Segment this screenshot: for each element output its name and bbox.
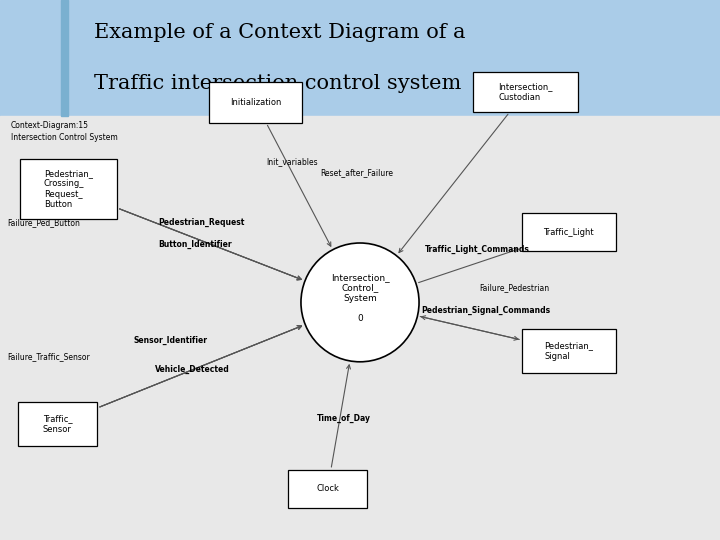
Text: Time_of_Day: Time_of_Day xyxy=(317,414,371,423)
Ellipse shape xyxy=(301,243,419,362)
Text: Context-Diagram:15: Context-Diagram:15 xyxy=(11,122,89,131)
Bar xyxy=(209,82,302,123)
Text: Failure_Ped_Button: Failure_Ped_Button xyxy=(7,218,80,227)
Text: Pedestrian_
Crossing_
Request_
Button: Pedestrian_ Crossing_ Request_ Button xyxy=(44,169,93,209)
Bar xyxy=(61,0,68,116)
Text: Pedestrian_Request: Pedestrian_Request xyxy=(158,218,245,227)
Bar xyxy=(288,470,367,508)
Text: Button_Identifier: Button_Identifier xyxy=(158,240,232,248)
Bar xyxy=(0,116,720,540)
Text: Intersection Control System: Intersection Control System xyxy=(11,133,117,143)
Text: Traffic_Light: Traffic_Light xyxy=(544,228,594,237)
Bar xyxy=(18,402,97,446)
Text: Traffic_Light_Commands: Traffic_Light_Commands xyxy=(425,245,530,254)
Bar xyxy=(0,0,720,116)
Text: Pedestrian_
Signal: Pedestrian_ Signal xyxy=(544,341,593,361)
Bar xyxy=(474,71,577,112)
Text: Initialization: Initialization xyxy=(230,98,282,107)
Text: Sensor_Identifier: Sensor_Identifier xyxy=(133,336,207,345)
Bar xyxy=(522,213,616,251)
Text: Intersection_
Control_
System

0: Intersection_ Control_ System 0 xyxy=(330,273,390,323)
Text: Vehicle_Detected: Vehicle_Detected xyxy=(155,366,230,374)
Text: Traffic_
Sensor: Traffic_ Sensor xyxy=(42,414,73,434)
Text: Traffic intersection control system: Traffic intersection control system xyxy=(94,74,461,93)
Text: Example of a Context Diagram of a: Example of a Context Diagram of a xyxy=(94,23,465,42)
Text: Intersection_
Custodian: Intersection_ Custodian xyxy=(498,82,553,102)
Text: Clock: Clock xyxy=(316,484,339,493)
Text: Init_variables: Init_variables xyxy=(266,158,318,166)
Text: Pedestrian_Signal_Commands: Pedestrian_Signal_Commands xyxy=(421,306,550,315)
Text: Reset_after_Failure: Reset_after_Failure xyxy=(320,168,393,177)
Text: Failure_Traffic_Sensor: Failure_Traffic_Sensor xyxy=(7,352,90,361)
Text: Failure_Pedestrian: Failure_Pedestrian xyxy=(479,283,549,292)
Bar xyxy=(522,329,616,373)
Bar xyxy=(19,159,117,219)
